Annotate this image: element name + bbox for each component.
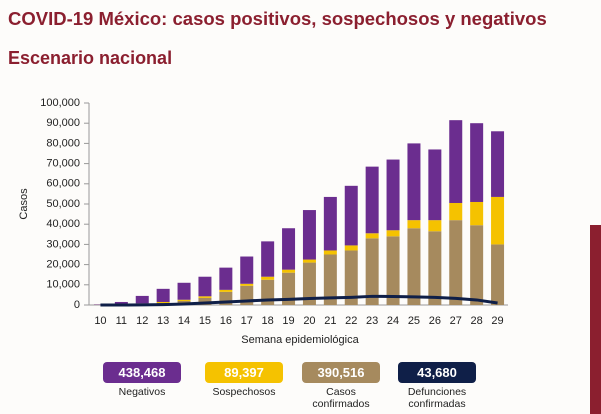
y-tick-label: 60,000 — [46, 178, 80, 190]
bar-segment — [323, 196, 337, 251]
x-axis-label: Semana epidemiológica — [241, 334, 359, 346]
legend-item: 43,680 Defunciones confirmadas — [398, 362, 476, 410]
y-tick-label: 70,000 — [46, 158, 80, 170]
bar-segment — [365, 238, 379, 305]
legend-label: Sospechosos — [212, 386, 276, 398]
legend-item: 89,397 Sospechosos — [205, 362, 283, 398]
bar-segment — [428, 231, 442, 305]
bar-segment — [386, 236, 400, 305]
chart-subtitle: Escenario nacional — [8, 48, 172, 68]
bar-segment — [219, 289, 233, 292]
side-bar — [590, 225, 601, 414]
x-tick-label: 27 — [450, 315, 462, 327]
bar-segment — [323, 250, 337, 255]
bar-segment — [344, 250, 358, 305]
bar-segment — [470, 123, 484, 202]
bar-segment — [470, 225, 484, 305]
y-tick-label: 0 — [74, 299, 80, 311]
legend-item: 390,516 Casos confirmados — [302, 362, 380, 410]
bar-segment — [198, 297, 212, 305]
bar-segment — [198, 276, 212, 297]
x-tick-label: 22 — [345, 315, 357, 327]
legend-total: 89,397 — [205, 362, 283, 383]
bar-segment — [198, 296, 212, 298]
bar-segment — [449, 202, 463, 221]
x-tick-label: 18 — [262, 315, 274, 327]
x-tick-label: 11 — [116, 315, 127, 327]
x-tick-label: 24 — [387, 315, 399, 327]
bar-segment — [365, 233, 379, 239]
bar-segment — [449, 220, 463, 305]
x-tick-label: 16 — [220, 315, 232, 327]
x-tick-label: 14 — [178, 315, 190, 327]
bar-segment — [240, 283, 254, 286]
bar-segment — [261, 241, 275, 277]
x-tick-label: 12 — [136, 315, 148, 327]
bar-segment — [282, 272, 296, 305]
bar-segment — [302, 210, 316, 260]
legend-label: Defunciones confirmadas — [407, 386, 467, 410]
bar-segment — [323, 254, 337, 305]
bar-segment — [261, 276, 275, 280]
bar-segment — [407, 143, 421, 221]
x-tick-label: 29 — [491, 315, 503, 327]
bar-segment — [177, 299, 191, 301]
bar-segment — [135, 295, 149, 304]
legend-item: 438,468 Negativos — [103, 362, 181, 398]
x-tick-label: 21 — [324, 315, 336, 327]
bar-segment — [344, 245, 358, 251]
x-tick-label: 25 — [408, 315, 420, 327]
chart-title: COVID-19 México: casos positivos, sospec… — [8, 8, 547, 29]
bar-segment — [428, 220, 442, 232]
legend-total: 43,680 — [398, 362, 476, 383]
y-tick-label: 10,000 — [46, 279, 80, 291]
y-tick-label: 30,000 — [46, 238, 80, 250]
x-tick-label: 10 — [94, 315, 106, 327]
legend-label: Negativos — [118, 386, 166, 398]
bar-segment — [156, 288, 170, 302]
x-tick-label: 20 — [303, 315, 315, 327]
bar-segment — [219, 267, 233, 290]
bar-segment — [386, 159, 400, 231]
x-tick-label: 23 — [366, 315, 378, 327]
y-tick-label: 50,000 — [46, 198, 80, 210]
legend-label: Casos confirmados — [312, 386, 370, 410]
bar-segment — [282, 228, 296, 270]
y-tick-label: 20,000 — [46, 259, 80, 271]
bar-segment — [470, 201, 484, 226]
x-tick-label: 19 — [282, 315, 294, 327]
y-tick-label: 90,000 — [46, 117, 80, 129]
x-tick-label: 13 — [157, 315, 169, 327]
x-tick-label: 17 — [241, 315, 253, 327]
y-tick-label: 40,000 — [46, 218, 80, 230]
legend-total: 438,468 — [103, 362, 181, 383]
bar-segment — [156, 301, 170, 303]
bar-segment — [491, 196, 505, 245]
bar-segment — [177, 282, 191, 300]
bar-segment — [240, 256, 254, 284]
bar-segment — [365, 166, 379, 234]
bar-segment — [449, 120, 463, 203]
y-axis-label: Casos — [18, 188, 30, 220]
bar-segment — [282, 269, 296, 273]
bar-segment — [491, 244, 505, 305]
bar-segment — [491, 131, 505, 197]
x-tick-label: 28 — [471, 315, 483, 327]
line-series — [100, 294, 498, 307]
legend-total: 390,516 — [302, 362, 380, 383]
bar-segment — [302, 262, 316, 305]
bar-segment — [386, 230, 400, 237]
bar-segment — [114, 301, 128, 305]
bar-segment — [344, 185, 358, 246]
bar-segment — [407, 220, 421, 229]
x-tick-label: 15 — [199, 315, 211, 327]
x-tick-label: 26 — [429, 315, 441, 327]
bar-segment — [428, 149, 442, 221]
bar-segment — [302, 259, 316, 263]
y-tick-label: 100,000 — [40, 97, 80, 109]
y-tick-label: 80,000 — [46, 137, 80, 149]
bar-segment — [407, 228, 421, 305]
